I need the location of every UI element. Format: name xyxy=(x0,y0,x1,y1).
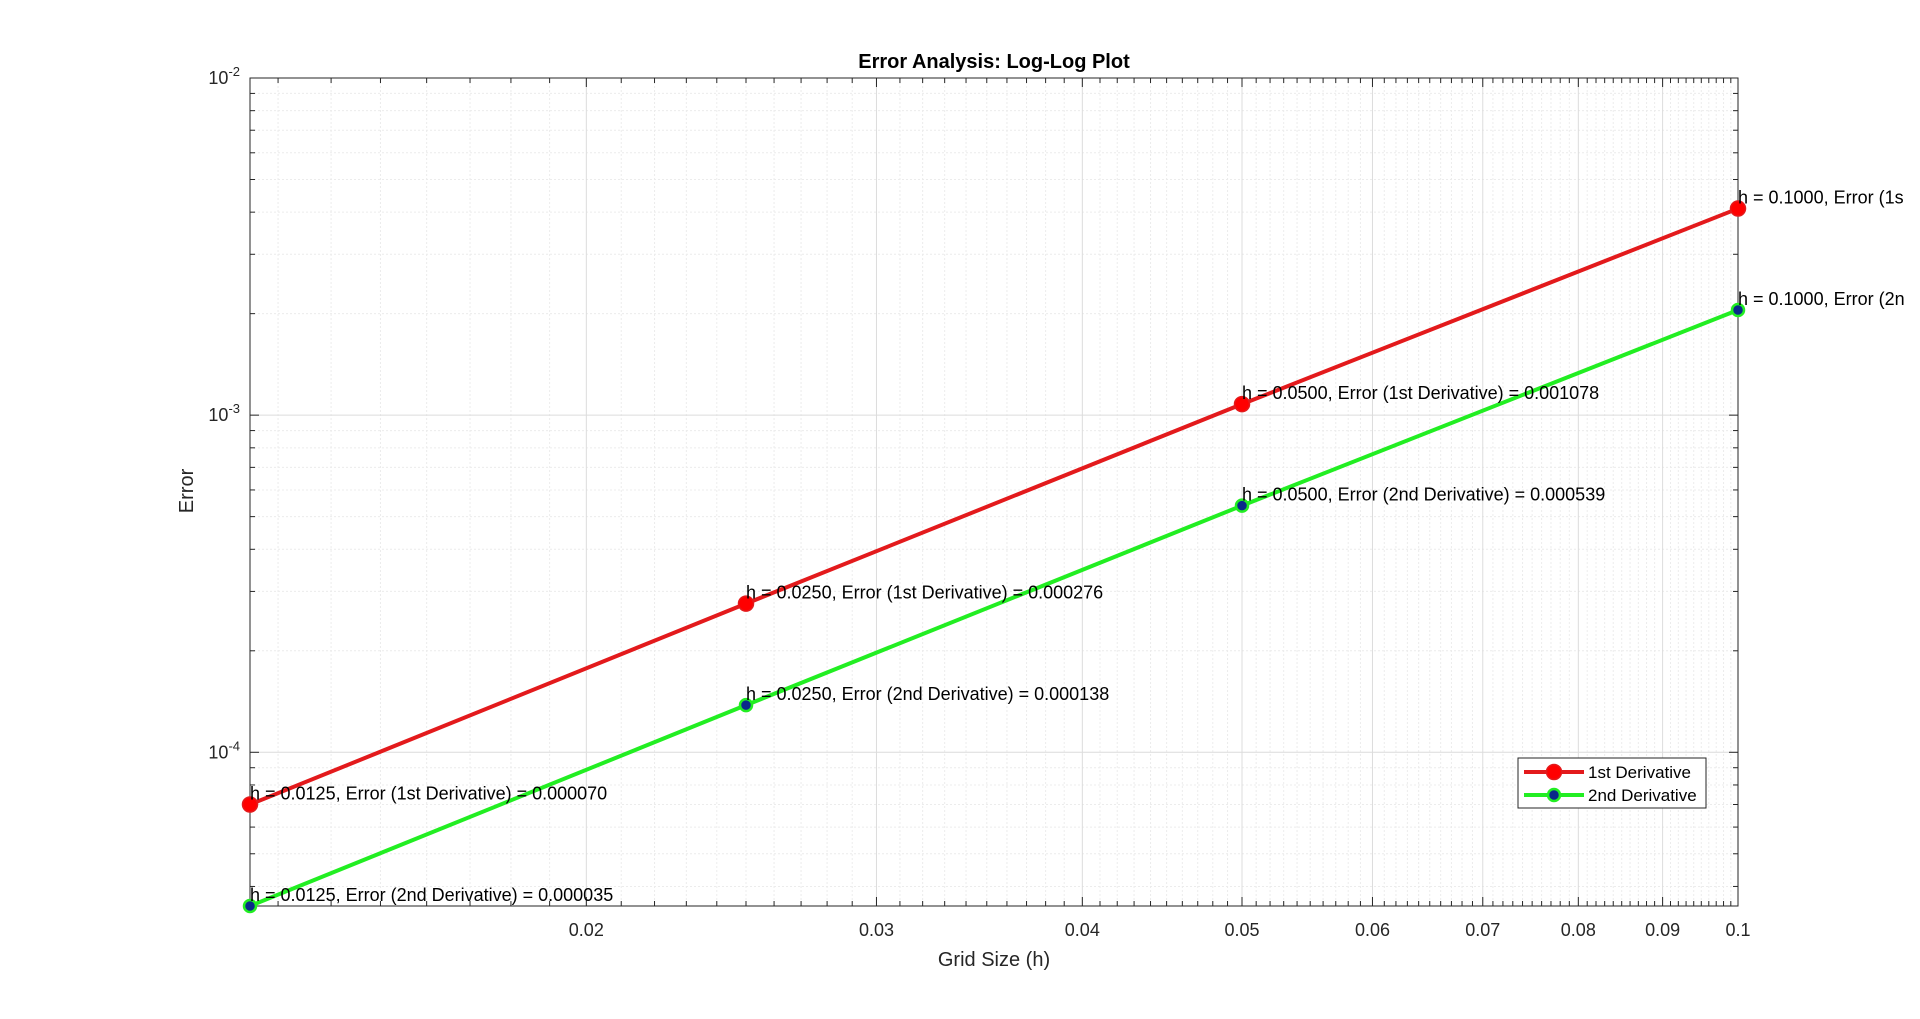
legend[interactable]: 1st Derivative 2nd Derivative xyxy=(1517,757,1707,809)
minor-grid xyxy=(250,78,1738,906)
x-tick-label: 0.03 xyxy=(859,920,894,940)
axis-ticks xyxy=(250,77,1739,906)
data-point-1st-derivative xyxy=(1729,200,1747,217)
data-point-2nd-derivative xyxy=(242,898,258,914)
y-tick-label: 10-2 xyxy=(208,64,240,88)
y-tick-label: 10-4 xyxy=(208,738,240,762)
x-tick-label: 0.06 xyxy=(1355,920,1390,940)
legend-label-2nd-derivative: 2nd Derivative xyxy=(1588,786,1697,805)
x-tick-label: 0.07 xyxy=(1465,920,1500,940)
data-point-1st-derivative xyxy=(1233,395,1251,413)
data-point-1st-derivative xyxy=(737,595,755,612)
legend-marker-2nd-derivative xyxy=(1546,787,1562,803)
x-tick-label: 0.1 xyxy=(1725,920,1750,940)
axes: 0.02 0.03 0.04 0.05 0.06 0.07 0.08 0.09 0.1 10-4… xyxy=(208,64,1750,940)
data-label-2nd-derivative: h = 0.0500, Error (2nd Derivative) = 0.0… xyxy=(1242,485,1605,505)
data-point-2nd-derivative xyxy=(738,697,754,713)
legend-marker-1st-derivative xyxy=(1545,763,1563,781)
series-layer xyxy=(241,200,1747,914)
data-label-2nd-derivative: h = 0.0125, Error (2nd Derivative) = 0.0… xyxy=(250,885,613,905)
data-label-1st-derivative: h = 0.0500, Error (1st Derivative) = 0.0… xyxy=(1242,383,1599,403)
data-label-2nd-derivative: h = 0.1000, Error (2n xyxy=(1738,289,1905,309)
data-point-1st-derivative xyxy=(241,796,259,813)
x-tick-label: 0.04 xyxy=(1065,920,1100,940)
data-label-2nd-derivative: h = 0.0250, Error (2nd Derivative) = 0.0… xyxy=(746,684,1109,704)
y-tick-label: 10-3 xyxy=(208,401,240,425)
y-tick-labels: 10-4 10-3 10-2 xyxy=(208,64,240,762)
data-label-1st-derivative: h = 0.1000, Error (1s xyxy=(1738,188,1904,208)
plot-box xyxy=(249,77,1739,907)
x-tick-label: 0.02 xyxy=(569,920,604,940)
x-tick-label: 0.05 xyxy=(1224,920,1259,940)
x-tick-label: 0.08 xyxy=(1561,920,1596,940)
x-tick-label: 0.09 xyxy=(1645,920,1680,940)
data-label-1st-derivative: h = 0.0125, Error (1st Derivative) = 0.0… xyxy=(250,784,607,804)
data-labels: h = 0.0125, Error (1st Derivative) = 0.0… xyxy=(250,188,1905,905)
data-label-1st-derivative: h = 0.0250, Error (1st Derivative) = 0.0… xyxy=(746,583,1103,603)
data-point-2nd-derivative xyxy=(1730,302,1746,318)
legend-label-1st-derivative: 1st Derivative xyxy=(1588,763,1691,782)
y-axis-label: Error xyxy=(176,468,198,513)
x-tick-labels: 0.02 0.03 0.04 0.05 0.06 0.07 0.08 0.09 0.1 xyxy=(569,920,1751,940)
x-axis-label: Grid Size (h) xyxy=(938,949,1050,971)
chart-title: Error Analysis: Log-Log Plot xyxy=(858,51,1130,73)
series-line-1st-derivative xyxy=(248,206,1740,807)
data-point-2nd-derivative xyxy=(1234,498,1250,513)
series-line-2nd-derivative xyxy=(248,308,1740,908)
